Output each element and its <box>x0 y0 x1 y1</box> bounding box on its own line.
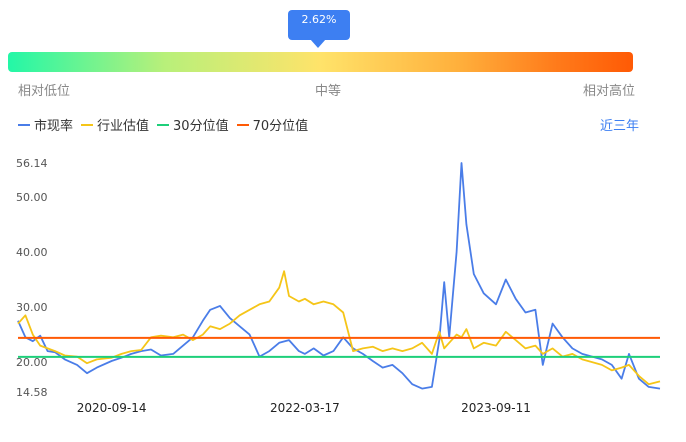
y-tick-label: 56.14 <box>16 157 48 170</box>
legend-label-industry: 行业估值 <box>97 119 150 134</box>
x-tick-label: 2020-09-14 <box>77 401 147 415</box>
legend-label-pe: 市现率 <box>34 119 74 134</box>
y-tick-label: 30.00 <box>16 301 48 314</box>
x-tick-label: 2022-03-17 <box>270 401 340 415</box>
y-tick-label: 14.58 <box>16 386 48 399</box>
legend-item-pe[interactable]: 市现率 <box>18 115 73 134</box>
y-tick-label: 40.00 <box>16 246 48 259</box>
legend-swatch-pe <box>18 123 30 126</box>
legend-label-p70: 70分位值 <box>252 119 309 134</box>
scale-label-mid: 中等 <box>315 84 342 99</box>
series-line-0 <box>17 162 661 390</box>
legend-item-p30[interactable]: 30分位值 <box>157 115 229 134</box>
percentile-gradient-bar <box>8 52 633 72</box>
legend-swatch-p30 <box>157 123 170 126</box>
percentile-tooltip: 2.62% <box>288 10 350 48</box>
series-line-1 <box>17 270 661 386</box>
y-tick-label: 20.00 <box>16 356 48 369</box>
chart-legend: 市现率 行业估值 30分位值 70分位值 <box>18 115 316 134</box>
legend-label-p30: 30分位值 <box>173 119 229 134</box>
legend-swatch-p70 <box>236 123 249 126</box>
legend-item-p70[interactable]: 70分位值 <box>236 115 309 134</box>
legend-swatch-industry <box>81 123 94 126</box>
scale-label-low: 相对低位 <box>18 84 71 99</box>
legend-item-industry[interactable]: 行业估值 <box>81 115 149 134</box>
scale-label-high: 相对高位 <box>583 84 636 99</box>
period-selector[interactable]: 近三年 <box>600 119 640 134</box>
x-tick-label: 2023-09-11 <box>461 401 531 415</box>
y-tick-label: 50.00 <box>16 191 48 204</box>
